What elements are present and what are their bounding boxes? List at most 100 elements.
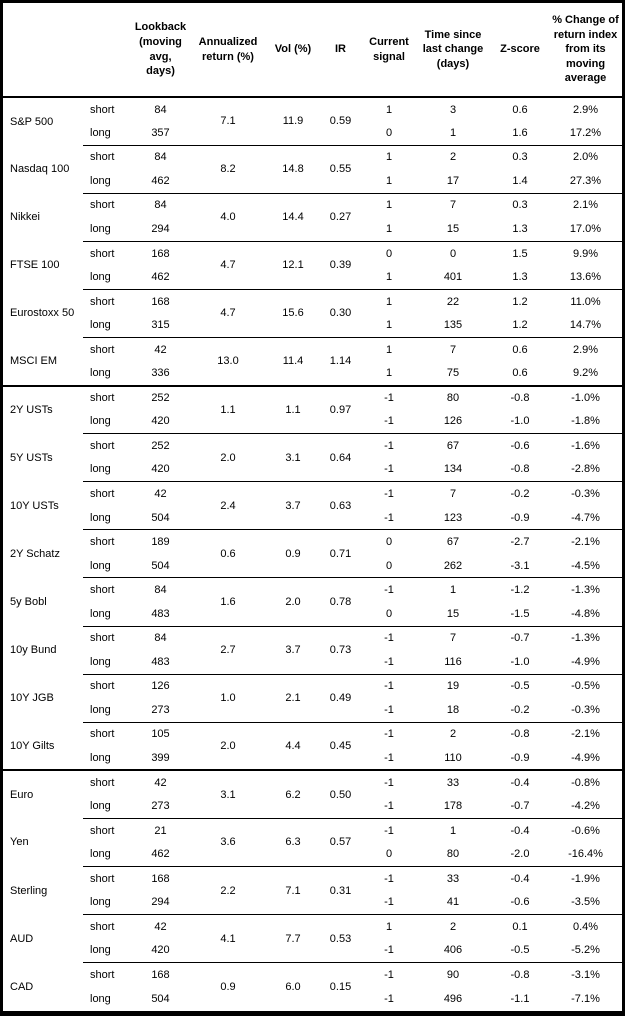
ir-value: 0.64 xyxy=(318,433,363,482)
pct-change-value: 27.3% xyxy=(569,174,602,187)
col-header-ir: IR xyxy=(318,3,363,98)
pct-change-value: 0.4% xyxy=(549,914,622,939)
current-signal-value: -1 xyxy=(384,992,394,1005)
time-since-value: 134 xyxy=(443,463,463,476)
pct-change-value: 9.2% xyxy=(572,367,599,380)
col-header-annualized-return: Annualized return (%) xyxy=(188,3,268,98)
table-row: 10y Bund short 84 2.7 3.7 0.73 -1 7 -0.7 -1.3% xyxy=(3,625,622,675)
leg-label: long xyxy=(90,463,111,476)
asset-name: S&P 500 xyxy=(10,115,54,128)
pct-change-value: -0.3% xyxy=(571,703,600,716)
table-row: 5y Bobl short 84 1.6 2.0 0.78 -1 1 -1.2 -1.3% xyxy=(3,577,622,627)
leg-label: short xyxy=(83,673,133,699)
pct-change-value: -4.9% xyxy=(571,751,600,764)
ir-value: 0.50 xyxy=(318,769,363,819)
time-since-value: 0 xyxy=(415,240,491,266)
ir-value: 0.59 xyxy=(329,115,352,128)
vol-value: 2.1 xyxy=(268,673,318,723)
leg-label: long xyxy=(90,126,111,139)
ir-value: 0.27 xyxy=(318,192,363,242)
pct-change-value: -1.3% xyxy=(549,577,622,602)
lookback-value: 483 xyxy=(151,655,170,668)
table-row: long 483 0 15 -1.5 -4.8% xyxy=(3,602,622,626)
time-since-value: 33 xyxy=(415,769,491,795)
asset-name: 10Y USTs xyxy=(10,499,59,512)
pct-change-value: -3.1% xyxy=(549,962,622,987)
z-score-value: -1.0 xyxy=(510,415,530,428)
z-score-value: 1.6 xyxy=(512,126,528,139)
table-row: Euro short 42 3.1 6.2 0.50 -1 33 -0.4 -0.8% xyxy=(3,769,622,819)
lookback-value: 294 xyxy=(151,896,170,909)
asset-name: 10Y Gilts xyxy=(10,739,55,752)
pct-change-value: 2.1% xyxy=(549,192,622,218)
current-signal-value: 0 xyxy=(385,559,393,572)
ir-value: 0.57 xyxy=(318,817,363,867)
leg-label: short xyxy=(83,577,133,602)
col-header-vol: Vol (%) xyxy=(268,3,318,98)
vol-value: 3.7 xyxy=(268,625,318,675)
ir-value: 0.55 xyxy=(318,144,363,194)
lookback-value: 504 xyxy=(151,511,170,524)
annualized-return-value: 1.6 xyxy=(188,577,268,627)
pct-change-value: -0.3% xyxy=(549,481,622,506)
current-signal-value: 1 xyxy=(363,914,415,939)
table-body: S&P 500 short 84 7.1 11.9 0.59 1 3 0.6 2.9% long 35… xyxy=(3,97,622,1011)
current-signal-value: -1 xyxy=(363,384,415,410)
pct-change-value: -0.8% xyxy=(549,769,622,795)
leg-label: short xyxy=(83,288,133,314)
current-signal-value: 0 xyxy=(385,848,393,861)
table-row: CAD short 168 0.9 6.0 0.15 -1 90 -0.8 -3.1% xyxy=(3,962,622,1011)
table-row: long 273 -1 178 -0.7 -4.2% xyxy=(3,794,622,818)
current-signal-value: 1 xyxy=(385,271,393,284)
asset-name: Euro xyxy=(3,769,83,819)
ir-value: 0.97 xyxy=(318,384,363,434)
vol-value: 6.3 xyxy=(268,817,318,867)
z-score-value: -0.9 xyxy=(510,511,530,524)
time-since-value: 7 xyxy=(415,481,491,506)
current-signal-value: 0 xyxy=(363,240,415,266)
time-since-value: 135 xyxy=(443,319,463,332)
pct-change-value: -3.5% xyxy=(571,896,600,909)
asset-name: MSCI EM xyxy=(10,355,58,368)
current-signal-value: -1 xyxy=(363,433,415,458)
leg-label: short xyxy=(83,481,133,506)
time-since-value: 1 xyxy=(449,126,457,139)
lookback-value: 315 xyxy=(151,319,170,332)
current-signal-value: -1 xyxy=(384,703,394,716)
vol-value: 4.4 xyxy=(268,721,318,771)
annualized-return-value: 2.7 xyxy=(188,625,268,675)
time-since-value: 406 xyxy=(443,944,463,957)
pct-change-value: -1.9% xyxy=(549,865,622,891)
pct-change-value: 17.0% xyxy=(569,223,602,235)
table-row: long 504 -1 496 -1.1 -7.1% xyxy=(3,987,622,1011)
ir-value: 0.39 xyxy=(318,240,363,290)
z-score-value: 1.2 xyxy=(491,288,549,314)
leg-label: long xyxy=(90,223,111,235)
z-score-value: -0.8 xyxy=(491,962,549,987)
lookback-value: 84 xyxy=(133,625,188,651)
time-since-value: 67 xyxy=(415,433,491,458)
table-row: long 357 0 1 1.6 17.2% xyxy=(3,121,622,145)
table-row: long 420 -1 134 -0.8 -2.8% xyxy=(3,458,622,482)
vol-value: 3.7 xyxy=(268,481,318,530)
table-row: S&P 500 short 84 7.1 11.9 0.59 1 3 0.6 2.9% xyxy=(3,97,622,128)
annualized-return-value: 2.0 xyxy=(188,721,268,771)
lookback-value: 189 xyxy=(133,529,188,554)
lookback-value: 462 xyxy=(151,174,170,187)
vol-value: 14.4 xyxy=(268,192,318,242)
asset-name: CAD xyxy=(10,980,34,993)
pct-change-value: 9.9% xyxy=(549,240,622,266)
time-since-value: 1 xyxy=(415,817,491,843)
z-score-value: 0.6 xyxy=(491,336,549,362)
lookback-value: 126 xyxy=(133,673,188,699)
pct-change-value: -4.7% xyxy=(571,511,600,524)
time-since-value: 33 xyxy=(415,865,491,891)
annualized-return-value: 4.7 xyxy=(188,288,268,338)
asset-name: FTSE 100 xyxy=(10,259,60,272)
pct-change-value: 14.7% xyxy=(569,319,602,332)
col-header-leg xyxy=(83,3,133,98)
current-signal-value: 0 xyxy=(363,529,415,554)
table-row: 2Y USTs short 252 1.1 1.1 0.97 -1 80 -0.8 -1.0% xyxy=(3,384,622,434)
pct-change-value: -4.2% xyxy=(571,800,600,813)
time-since-value: 2 xyxy=(415,914,491,939)
